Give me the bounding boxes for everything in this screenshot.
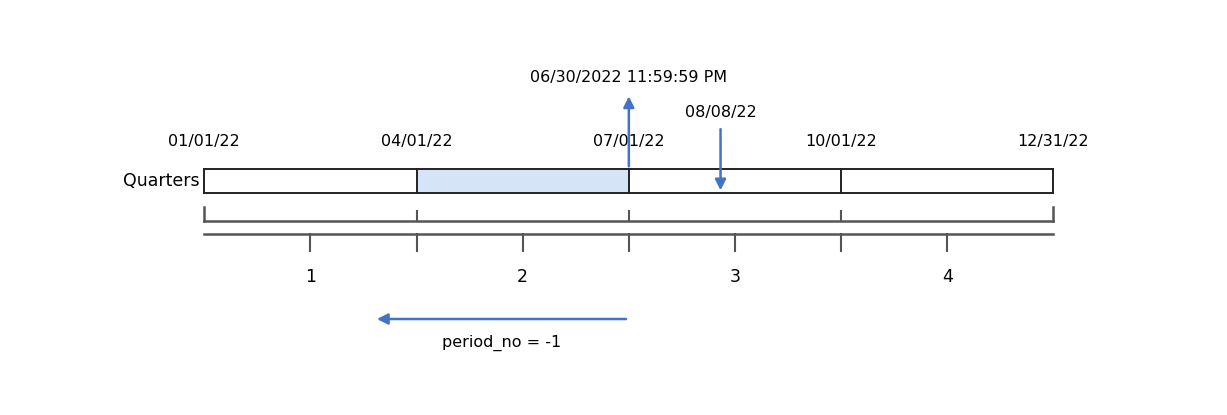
Text: Quarters: Quarters — [124, 172, 200, 190]
Text: period_no = -1: period_no = -1 — [442, 335, 561, 351]
Text: 06/30/2022 11:59:59 PM: 06/30/2022 11:59:59 PM — [530, 70, 728, 85]
Text: 3: 3 — [730, 269, 740, 286]
Text: 08/08/22: 08/08/22 — [685, 105, 756, 120]
Bar — [417, 169, 628, 193]
Text: 12/31/22: 12/31/22 — [1017, 134, 1090, 149]
Text: 10/01/22: 10/01/22 — [805, 134, 877, 149]
Text: 07/01/22: 07/01/22 — [593, 134, 665, 149]
Text: 1: 1 — [306, 269, 315, 286]
Text: 04/01/22: 04/01/22 — [380, 134, 453, 149]
Text: 01/01/22: 01/01/22 — [168, 134, 240, 149]
Text: 2: 2 — [518, 269, 528, 286]
Text: 4: 4 — [942, 269, 952, 286]
